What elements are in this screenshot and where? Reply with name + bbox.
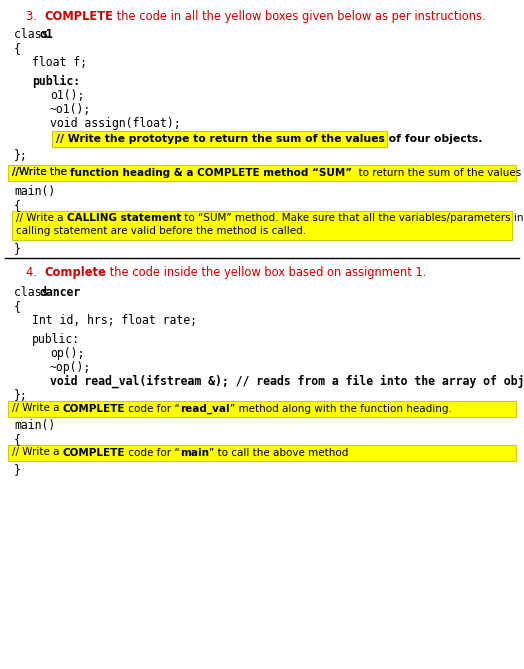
Text: calling statement are valid before the method is called.: calling statement are valid before the m… xyxy=(16,226,306,236)
Text: ” method along with the function heading.: ” method along with the function heading… xyxy=(230,403,452,413)
Text: {: { xyxy=(14,199,21,212)
Text: o1();: o1(); xyxy=(50,89,84,102)
Text: // Write a: // Write a xyxy=(12,403,63,413)
Bar xyxy=(52,131,387,147)
Text: 4.: 4. xyxy=(26,266,44,279)
Text: main: main xyxy=(180,448,209,458)
Text: public:: public: xyxy=(32,75,80,88)
Text: void read_val(ifstream &); // reads from a file into the array of objects: void read_val(ifstream &); // reads from… xyxy=(50,375,524,389)
Text: // Write the prototype to return the sum of the values of four objects.: // Write the prototype to return the sum… xyxy=(56,134,483,143)
Text: to return the sum of the values of four objects.: to return the sum of the values of four … xyxy=(352,167,524,177)
Text: public:: public: xyxy=(32,333,80,346)
Text: void assign(float);: void assign(float); xyxy=(50,117,181,130)
Text: {: { xyxy=(14,300,21,313)
Text: code for “: code for “ xyxy=(125,448,180,458)
Text: ” to call the above method: ” to call the above method xyxy=(209,448,348,458)
Text: Int id, hrs; float rate;: Int id, hrs; float rate; xyxy=(32,314,197,327)
Text: {: { xyxy=(14,433,21,446)
Text: };: }; xyxy=(14,149,28,162)
Text: Complete: Complete xyxy=(44,266,106,279)
Text: COMPLETE: COMPLETE xyxy=(44,10,113,23)
Text: main(): main() xyxy=(14,419,55,432)
Text: CALLING statement: CALLING statement xyxy=(67,213,181,223)
Text: the code inside the yellow box based on assignment 1.: the code inside the yellow box based on … xyxy=(106,266,426,279)
Text: 3.: 3. xyxy=(26,10,44,23)
Text: float f;: float f; xyxy=(32,56,87,69)
Text: to “SUM” method. Make sure that all the variables/parameters in the: to “SUM” method. Make sure that all the … xyxy=(181,213,524,223)
Text: COMPLETE: COMPLETE xyxy=(63,448,125,458)
Text: // Write a: // Write a xyxy=(12,448,63,458)
Text: COMPLETE: COMPLETE xyxy=(63,403,125,413)
Text: };: }; xyxy=(14,389,28,402)
Text: ~o1();: ~o1(); xyxy=(50,103,91,116)
Bar xyxy=(8,401,516,417)
Bar xyxy=(8,445,516,461)
Text: function heading & a COMPLETE method “SUM”: function heading & a COMPLETE method “SU… xyxy=(70,167,352,177)
Text: class: class xyxy=(14,28,55,41)
Text: code for “: code for “ xyxy=(125,403,180,413)
Text: // Write a: // Write a xyxy=(16,213,67,223)
Text: dancer: dancer xyxy=(40,286,81,299)
Text: ~op();: ~op(); xyxy=(50,361,91,374)
Text: op();: op(); xyxy=(50,347,84,360)
Text: {: { xyxy=(14,42,21,55)
Bar xyxy=(8,165,516,181)
Text: o1: o1 xyxy=(40,28,54,41)
Text: main(): main() xyxy=(14,185,55,198)
Bar xyxy=(12,211,512,240)
Text: //Write the: //Write the xyxy=(12,167,70,177)
Text: read_val: read_val xyxy=(180,403,230,413)
Text: //Write the: //Write the xyxy=(12,167,70,177)
Text: the code in all the yellow boxes given below as per instructions.: the code in all the yellow boxes given b… xyxy=(113,10,486,23)
Text: }: } xyxy=(14,463,21,476)
Text: class: class xyxy=(14,286,55,299)
Text: }: } xyxy=(14,242,21,255)
